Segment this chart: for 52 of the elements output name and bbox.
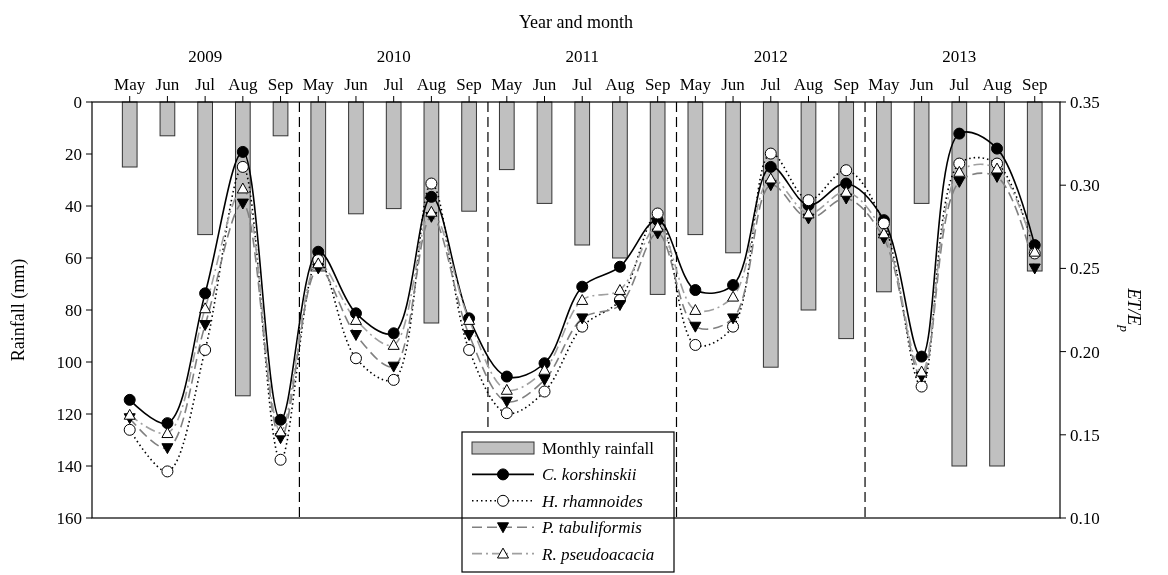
- x-tick-label: Jun: [155, 75, 180, 94]
- x-tick-label: May: [868, 75, 900, 94]
- x-tick-label: Sep: [644, 75, 671, 94]
- x-tick-label: Jun: [344, 75, 369, 94]
- y2-tick-label: 0.35: [1070, 93, 1100, 112]
- y2-tick-label: 0.30: [1070, 176, 1100, 196]
- x-tick-label: Jul: [195, 75, 216, 94]
- y-axis-title: Rainfall (mm): [8, 258, 29, 362]
- text: 2010: [376, 47, 411, 66]
- x-axis-title: Year and month: [518, 12, 634, 32]
- y2-tick-label: 0.15: [1070, 425, 1100, 445]
- x-tick-label: Aug: [793, 75, 824, 94]
- x-tick-label: Jun: [909, 75, 934, 94]
- x-tick-label: Aug: [416, 75, 447, 94]
- legend-label: C. korshinskii: [542, 465, 637, 485]
- text: 2013: [942, 47, 977, 66]
- legend-label: Monthly rainfall: [542, 439, 655, 458]
- x-tick-label: May: [302, 75, 335, 94]
- y-tick-label: 40: [65, 197, 82, 216]
- y2-tick-label: 0.25: [1070, 259, 1100, 279]
- text: 2009: [188, 47, 223, 66]
- x-tick-label: May: [679, 75, 712, 94]
- x-tick-label: May: [114, 75, 146, 94]
- y2-tick-label: 0.10: [1070, 509, 1100, 528]
- x-tick-label: Jul: [949, 75, 970, 94]
- x-tick-label: Sep: [267, 75, 294, 94]
- x-tick-label: Aug: [605, 75, 636, 94]
- y-tick-label: 80: [65, 301, 82, 320]
- legend-label: P. tabuliformis: [541, 518, 643, 538]
- x-tick-label: Jul: [760, 75, 781, 94]
- y-tick-label: 140: [56, 457, 82, 476]
- y-tick-label: 0: [73, 93, 82, 112]
- legend-label: H. rhamnoides: [541, 491, 644, 511]
- text: 2012: [753, 47, 788, 66]
- y-tick-label: 100: [56, 353, 82, 372]
- x-tick-label: Jul: [383, 75, 404, 94]
- x-tick-label: Aug: [228, 75, 258, 94]
- y-tick-label: 60: [65, 249, 82, 268]
- x-tick-label: Sep: [1021, 75, 1048, 94]
- y-tick-label: 120: [56, 405, 82, 424]
- x-tick-label: Jul: [572, 75, 593, 94]
- x-tick-label: Aug: [982, 75, 1013, 94]
- x-tick-label: Sep: [833, 75, 859, 94]
- text: 2011: [565, 47, 599, 66]
- y-tick-label: 20: [65, 145, 82, 164]
- x-tick-label: May: [491, 75, 523, 94]
- y-tick-label: 160: [56, 509, 82, 528]
- x-tick-label: Jun: [532, 75, 557, 94]
- x-tick-label: Sep: [456, 75, 482, 94]
- x-tick-label: Jun: [721, 75, 746, 94]
- y2-tick-label: 0.20: [1070, 342, 1100, 362]
- legend-label: R. pseudoacacia: [541, 544, 655, 564]
